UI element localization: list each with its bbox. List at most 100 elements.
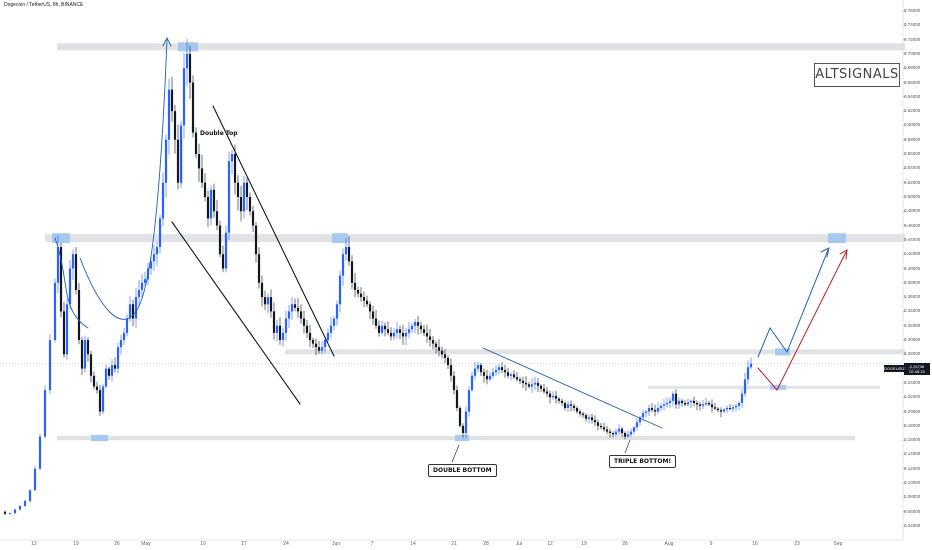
candle-body bbox=[464, 411, 468, 434]
candle-body bbox=[659, 405, 663, 408]
altsignals-logo: ALTSIGNALS bbox=[814, 63, 900, 87]
candle-body bbox=[434, 343, 438, 348]
candle-body bbox=[59, 247, 63, 312]
candle-body bbox=[737, 402, 741, 406]
y-tick-label: 0.58000 bbox=[904, 136, 921, 142]
y-tick-label: 0.46000 bbox=[904, 222, 921, 228]
candle-body bbox=[482, 372, 486, 376]
rounding-bottom-left-curve bbox=[54, 237, 89, 329]
candle-body bbox=[290, 304, 294, 312]
candle-body bbox=[404, 332, 408, 337]
candle-body bbox=[173, 111, 177, 140]
y-tick-label: 0.14000 bbox=[904, 451, 921, 457]
candle-body bbox=[80, 340, 84, 369]
candle-body bbox=[329, 325, 333, 333]
x-tick-label: May bbox=[141, 541, 151, 547]
y-tick-label: 0.26000 bbox=[904, 365, 921, 371]
candle-body bbox=[311, 340, 315, 344]
channel-upper-line bbox=[212, 105, 335, 357]
candle-body bbox=[92, 375, 96, 387]
candle-body bbox=[590, 417, 594, 421]
candle-body bbox=[698, 404, 702, 406]
zone-touch-highlight bbox=[91, 434, 108, 442]
y-tick-label: 0.44000 bbox=[904, 236, 921, 242]
candle-body bbox=[191, 82, 195, 133]
candle-body bbox=[446, 357, 450, 366]
y-tick-label: 0.48000 bbox=[904, 208, 921, 214]
candle-body bbox=[308, 332, 312, 341]
candle-body bbox=[116, 347, 120, 369]
candle-body bbox=[197, 154, 201, 169]
candle-body bbox=[587, 417, 591, 419]
candle-body bbox=[230, 154, 234, 162]
candle-body bbox=[38, 436, 42, 469]
candle-body bbox=[578, 411, 582, 414]
candle-body bbox=[635, 422, 639, 428]
candle-body bbox=[620, 428, 624, 434]
candle-body bbox=[479, 365, 483, 373]
candle-body bbox=[365, 300, 369, 305]
candle-body bbox=[389, 332, 393, 337]
candle-body bbox=[665, 402, 669, 405]
candle-body bbox=[269, 297, 273, 312]
y-tick-label: 0.08000 bbox=[904, 494, 921, 500]
y-tick-label: 0.74000 bbox=[904, 22, 921, 28]
candle-body bbox=[131, 304, 135, 319]
candle-body bbox=[266, 297, 270, 305]
candle-body bbox=[212, 189, 216, 212]
y-tick-label: 0.40000 bbox=[904, 265, 921, 271]
y-tick-label: 0.28000 bbox=[904, 351, 921, 357]
candle-body bbox=[119, 340, 123, 348]
triple-bottom-pointer bbox=[624, 439, 631, 454]
x-tick-label: Aug bbox=[664, 541, 674, 547]
candle-body bbox=[182, 68, 186, 126]
symbol-tag: DOGEUSDT bbox=[884, 365, 907, 372]
candle-body bbox=[239, 196, 243, 212]
x-tick-label: 26 bbox=[114, 541, 120, 547]
candle-body bbox=[113, 365, 117, 369]
candle-body bbox=[506, 372, 510, 376]
x-tick-label: 19 bbox=[73, 541, 79, 547]
y-tick-label: 0.06000 bbox=[904, 508, 921, 514]
candle-body bbox=[749, 363, 753, 368]
candle-body bbox=[674, 393, 678, 405]
x-tick-label: 9 bbox=[709, 541, 713, 547]
candle-body bbox=[734, 405, 738, 408]
candle-body bbox=[668, 400, 672, 403]
y-tick-label: 0.10000 bbox=[904, 480, 921, 486]
candle-body bbox=[101, 386, 105, 412]
candle-body bbox=[275, 325, 279, 333]
candle-body bbox=[719, 410, 723, 412]
y-tick-label: 0.66000 bbox=[904, 79, 921, 85]
candle-body bbox=[227, 161, 231, 233]
candle-body bbox=[143, 279, 147, 283]
candle-body bbox=[350, 261, 354, 283]
alternate-arrowhead bbox=[839, 249, 848, 260]
candle-body bbox=[215, 211, 219, 226]
candle-body bbox=[383, 325, 387, 330]
candle-body bbox=[200, 168, 204, 183]
candle-body bbox=[536, 382, 540, 386]
candle-body bbox=[398, 329, 402, 333]
candle-body bbox=[545, 391, 549, 394]
candle-body bbox=[449, 365, 453, 376]
candle-body bbox=[638, 417, 642, 423]
candle-body bbox=[605, 429, 609, 432]
candle-body bbox=[326, 332, 330, 341]
candle-body bbox=[128, 304, 132, 319]
candle-body bbox=[683, 402, 687, 405]
candle-body bbox=[95, 386, 99, 391]
candle-body bbox=[377, 325, 381, 333]
candle-body bbox=[437, 347, 441, 351]
y-tick-label: 0.24000 bbox=[904, 379, 921, 385]
candle-body bbox=[218, 225, 222, 255]
candle-body bbox=[527, 384, 531, 387]
bullish-projection-path bbox=[757, 249, 829, 358]
candle-body bbox=[158, 218, 162, 248]
candle-body bbox=[656, 407, 660, 412]
y-tick-label: 0.42000 bbox=[904, 251, 921, 257]
candle-body bbox=[431, 340, 435, 344]
zone-touch-highlight bbox=[775, 348, 790, 356]
candle-body bbox=[725, 407, 729, 410]
